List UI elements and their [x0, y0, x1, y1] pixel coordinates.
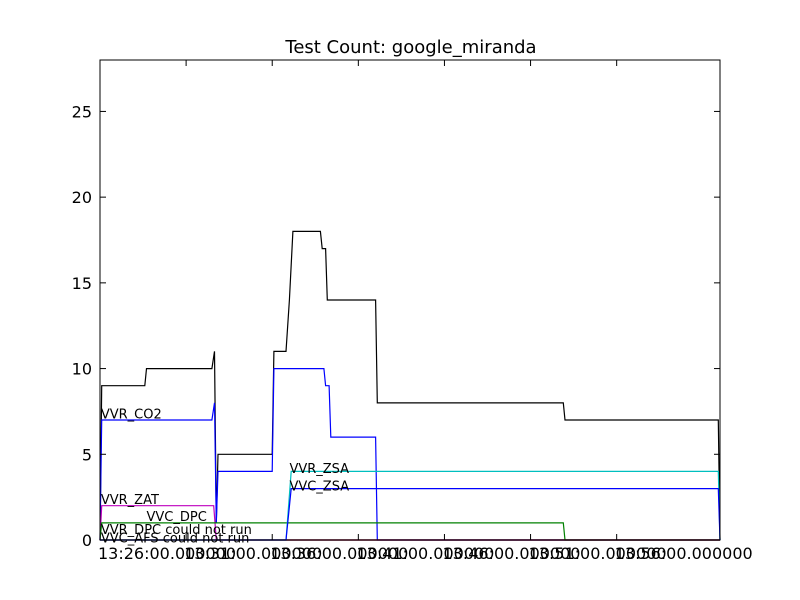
series-label: VVR_ZSA [289, 462, 349, 477]
x-axis: 13:26:00.00000013:31:00.00000013:36:00.0… [98, 60, 753, 563]
chart-title: Test Count: google_miranda [284, 37, 536, 58]
series-label: VVC_ZSA [289, 479, 349, 494]
series-label: VVR_CO2 [101, 407, 162, 422]
x-tick-label: 13:46:00.000000 [442, 544, 580, 563]
series-label: VVR_DPC could not run [101, 523, 252, 538]
y-axis: 0 5 10 15 20 25 [72, 102, 720, 550]
x-tick-label: 13:36:00.000000 [270, 544, 408, 563]
series-label: VVC_DPC [147, 510, 207, 525]
x-tick-label: 13:41:00.000000 [356, 544, 494, 563]
x-tick-label: 13:26:00.000000 [98, 544, 236, 563]
series-line-vvr-co2 [99, 368, 720, 541]
y-tick-label: 0 [82, 531, 92, 550]
x-tick-label: 13:51:00.000000 [529, 544, 667, 563]
series-line-total [99, 230, 721, 541]
series-label: VVR_ZAT [101, 493, 159, 508]
x-tick-label: 13:31:00.000000 [184, 544, 322, 563]
y-tick-label: 5 [82, 445, 92, 464]
y-tick-label: 10 [72, 360, 92, 379]
y-tick-label: 25 [72, 102, 92, 121]
x-tick-label: 13:56:00.000000 [615, 544, 753, 563]
y-tick-label: 15 [72, 274, 92, 293]
plot-frame [99, 59, 721, 541]
plot-lines [99, 230, 721, 541]
series-label: VVC_AFS could not run [101, 532, 249, 547]
y-tick-label: 20 [72, 188, 92, 207]
